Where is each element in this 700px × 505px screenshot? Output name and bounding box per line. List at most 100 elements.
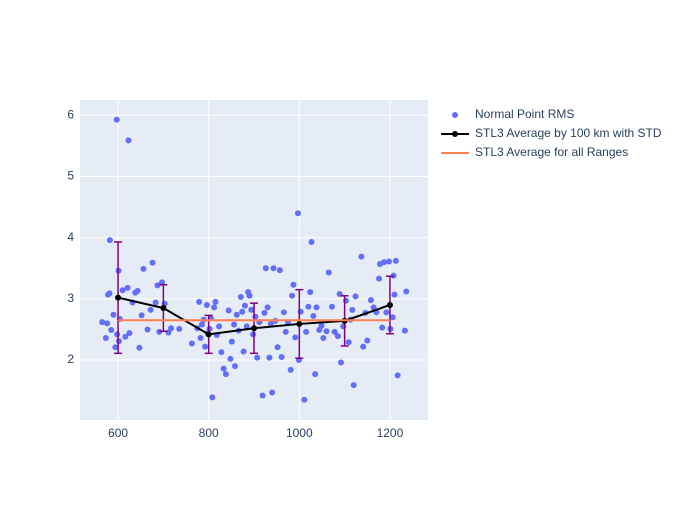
- scatter-point: [154, 282, 161, 289]
- scatter-point: [261, 309, 268, 316]
- scatter-point: [331, 328, 338, 335]
- scatter-point: [290, 281, 297, 288]
- scatter-point: [364, 337, 371, 344]
- scatter-point: [352, 293, 359, 300]
- scatter-point: [248, 306, 255, 313]
- scatter-point: [134, 287, 141, 294]
- scatter-point: [310, 312, 317, 319]
- scatter-point: [334, 333, 341, 340]
- scatter-point: [274, 344, 281, 351]
- scatter-point: [294, 210, 301, 217]
- scatter-point: [370, 304, 377, 311]
- scatter-point: [320, 335, 327, 342]
- scatter-point: [144, 326, 151, 333]
- scatter-point: [246, 292, 253, 299]
- scatter-point: [233, 311, 240, 318]
- scatter-point: [138, 312, 145, 319]
- scatter-point: [216, 323, 223, 330]
- scatter-point: [124, 284, 131, 291]
- scatter-point: [203, 301, 210, 308]
- scatter-point: [108, 327, 115, 334]
- scatter-point: [259, 392, 266, 399]
- scatter-point: [168, 325, 175, 332]
- scatter-point: [114, 331, 121, 338]
- scatter-point: [308, 238, 315, 245]
- scatter-point: [126, 330, 133, 337]
- line-point: [205, 331, 212, 338]
- scatter-point: [280, 309, 287, 316]
- scatter-point: [367, 297, 374, 304]
- scatter-point: [328, 303, 335, 310]
- y-tick-label: 5: [67, 169, 74, 183]
- line-point: [386, 301, 393, 308]
- scatter-point: [198, 321, 205, 328]
- y-tick-label: 4: [67, 230, 74, 244]
- scatter-point: [231, 321, 238, 328]
- legend-marker: [452, 131, 458, 137]
- y-tick-label: 3: [67, 291, 74, 305]
- scatter-point: [264, 304, 271, 311]
- scatter-point: [254, 354, 261, 361]
- scatter-point: [196, 298, 203, 305]
- scatter-point: [104, 320, 111, 327]
- scatter-point: [202, 343, 209, 350]
- scatter-point: [106, 237, 113, 244]
- scatter-point: [206, 325, 213, 332]
- scatter-point: [303, 328, 310, 335]
- scatter-point: [156, 328, 163, 335]
- scatter-point: [197, 335, 204, 342]
- scatter-point: [379, 324, 386, 331]
- scatter-point: [122, 333, 129, 340]
- scatter-point: [338, 359, 344, 366]
- scatter-point: [209, 394, 216, 401]
- scatter-point: [389, 314, 396, 321]
- scatter-point: [305, 303, 312, 310]
- scatter-point: [250, 331, 257, 338]
- scatter-point: [119, 287, 126, 294]
- x-tick-label: 1000: [286, 426, 313, 440]
- scatter-point: [176, 325, 183, 332]
- scatter-point: [220, 365, 227, 372]
- scatter-point: [376, 275, 383, 282]
- scatter-point: [276, 267, 283, 274]
- scatter-point: [350, 382, 357, 389]
- scatter-point: [237, 294, 244, 301]
- scatter-point: [381, 259, 388, 266]
- scatter-point: [239, 308, 246, 315]
- line-point: [160, 305, 167, 312]
- scatter-point: [159, 279, 166, 286]
- line-point: [296, 320, 303, 327]
- x-tick-label: 1200: [377, 426, 404, 440]
- scatter-point: [287, 366, 294, 373]
- scatter-point: [147, 306, 154, 313]
- scatter-point: [269, 389, 276, 396]
- scatter-point: [140, 265, 147, 272]
- scatter-point: [211, 304, 218, 311]
- scatter-point: [262, 265, 269, 272]
- scatter-point: [99, 319, 106, 326]
- scatter-point: [266, 354, 273, 361]
- scatter-point: [125, 137, 132, 144]
- scatter-point: [289, 292, 296, 299]
- scatter-point: [240, 348, 247, 355]
- scatter-point: [102, 335, 109, 342]
- scatter-point: [392, 257, 399, 264]
- line-point: [115, 294, 122, 301]
- scatter-point: [360, 343, 367, 350]
- scatter-point: [325, 269, 332, 276]
- scatter-point: [301, 396, 308, 403]
- scatter-point: [401, 327, 408, 334]
- scatter-point: [394, 372, 401, 379]
- scatter-point: [391, 291, 398, 298]
- scatter-point: [345, 339, 352, 346]
- scatter-point: [113, 116, 120, 123]
- scatter-point: [152, 299, 159, 306]
- scatter-point: [278, 353, 285, 360]
- scatter-point: [136, 344, 143, 351]
- scatter-point: [112, 344, 119, 351]
- legend-marker: [452, 112, 458, 118]
- scatter-point: [110, 311, 117, 318]
- scatter-point: [149, 259, 156, 266]
- scatter-point: [358, 253, 365, 260]
